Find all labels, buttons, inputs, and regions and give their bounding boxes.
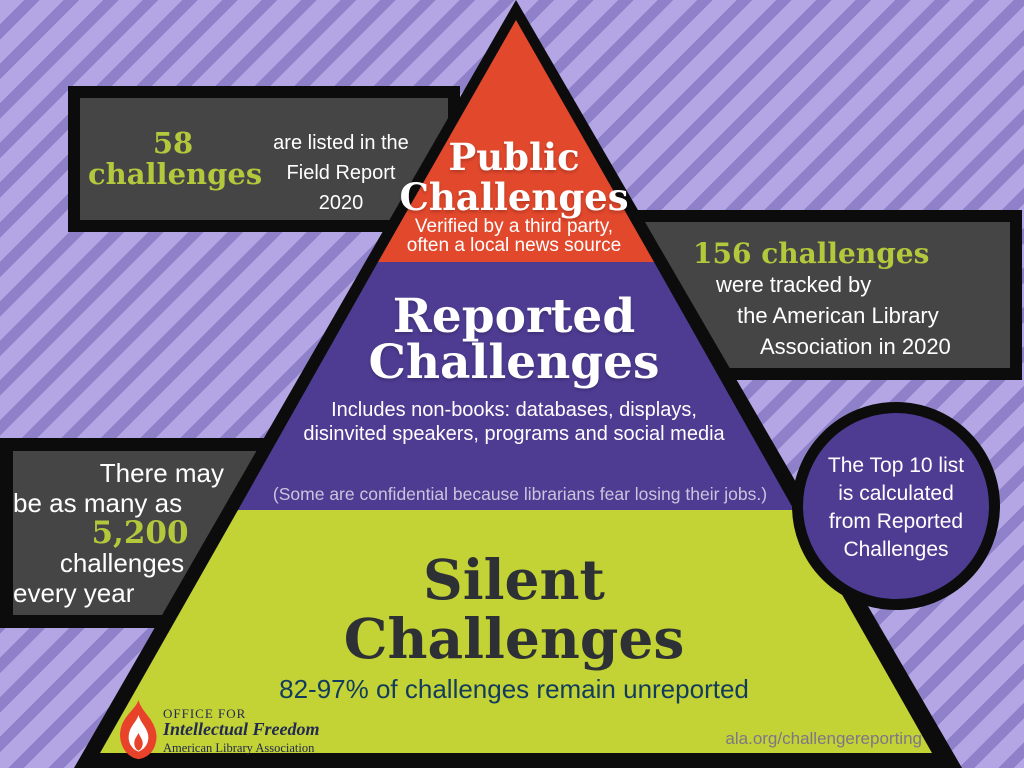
top-ten-line: is calculated <box>838 482 954 505</box>
tier-silent-title-line: Challenges <box>343 606 685 671</box>
tier-public-title: Public Challenges <box>364 137 664 217</box>
tier-reported-subtitle-line: Includes non-books: databases, displays, <box>331 399 697 421</box>
field-report-desc-line: are listed in the <box>273 132 409 154</box>
estimate-stat: 5,200 <box>91 515 189 551</box>
tier-reported-title-line: Challenges <box>368 335 660 390</box>
top-ten-text: The Top 10 list is calculated from Repor… <box>796 452 996 564</box>
top-ten-line: Challenges <box>843 538 949 561</box>
tier-silent-title: Silent Challenges <box>314 550 714 668</box>
tier-silent-shape <box>100 510 932 753</box>
field-report-desc: are listed in the Field Report 2020 <box>255 128 427 218</box>
top-ten-line: The Top 10 list <box>827 454 965 477</box>
field-report-stat-number: 58 <box>152 126 194 160</box>
tracked-line: the American Library <box>737 303 939 328</box>
tier-public-subtitle: Verified by a third party, often a local… <box>364 217 664 255</box>
tier-public-subtitle-line: often a local news source <box>406 235 622 256</box>
logo-office-for: OFFICE FOR <box>163 706 247 721</box>
estimate-line: be as many as <box>13 488 183 518</box>
tier-public-title-line: Public <box>448 135 580 179</box>
tier-silent-subtitle: 82-97% of challenges remain unreported <box>279 674 749 704</box>
tier-public-shape <box>378 20 654 262</box>
tracked-line: were tracked by <box>716 272 872 297</box>
top-ten-line: from Reported <box>828 510 964 533</box>
flame-icon <box>120 700 157 760</box>
tier-reported-subtitle: Includes non-books: databases, displays,… <box>264 398 764 446</box>
estimate-line: challenges <box>59 548 185 578</box>
tier-public-title-line: Challenges <box>399 175 629 219</box>
logo-intellectual-freedom: Intellectual Freedom <box>163 719 320 739</box>
tier-public-subtitle-line: Verified by a third party, <box>414 216 614 237</box>
estimate-line: There may <box>99 458 224 488</box>
confidential-note: (Some are confidential because librarian… <box>272 484 768 504</box>
footer-url: ala.org/challengereporting <box>725 729 922 748</box>
field-report-desc-line: Field Report <box>286 162 396 184</box>
field-report-desc-line: 2020 <box>318 192 364 214</box>
top-ten-circle <box>792 402 1000 610</box>
logo-ala: American Library Association <box>163 741 315 755</box>
field-report-stat: 58 challenges <box>88 126 263 191</box>
tier-reported-shape <box>238 262 794 510</box>
tier-reported-title-line: Reported <box>392 289 636 344</box>
tracked-stat: 156 challenges <box>693 237 930 270</box>
tier-reported-title: Reported Challenges <box>314 289 714 390</box>
estimate-line: every year <box>13 578 135 608</box>
field-report-stat-label: challenges <box>88 157 263 191</box>
tier-silent-title-line: Silent <box>423 547 605 612</box>
tier-reported-subtitle-line: disinvited speakers, programs and social… <box>303 423 725 445</box>
tracked-line: Association in 2020 <box>760 334 951 359</box>
